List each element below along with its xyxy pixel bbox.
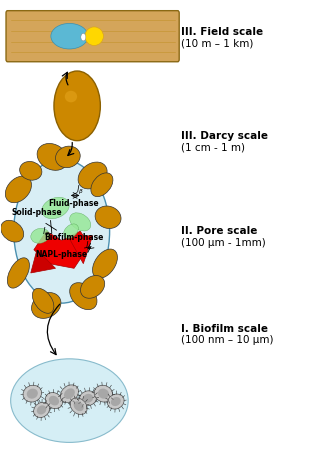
Circle shape — [54, 71, 100, 141]
Circle shape — [81, 34, 86, 41]
Ellipse shape — [80, 276, 105, 298]
Ellipse shape — [74, 401, 84, 411]
Text: III. Field scale: III. Field scale — [181, 27, 263, 36]
Text: II. Pore scale: II. Pore scale — [181, 226, 257, 236]
Ellipse shape — [1, 220, 24, 242]
Text: Biofilm-phase: Biofilm-phase — [44, 233, 104, 242]
Ellipse shape — [60, 385, 79, 403]
Text: (10 m – 1 km): (10 m – 1 km) — [181, 38, 253, 48]
Text: $l_\sigma$: $l_\sigma$ — [42, 226, 51, 238]
Ellipse shape — [37, 405, 46, 415]
Ellipse shape — [23, 385, 41, 402]
Ellipse shape — [56, 146, 80, 168]
Ellipse shape — [70, 283, 97, 310]
Ellipse shape — [32, 288, 54, 313]
Text: I. Biofilm scale: I. Biofilm scale — [181, 324, 268, 333]
Polygon shape — [31, 250, 56, 273]
Text: (100 μm - 1mm): (100 μm - 1mm) — [181, 238, 266, 248]
Ellipse shape — [83, 394, 93, 403]
Ellipse shape — [32, 292, 61, 318]
Polygon shape — [34, 231, 90, 269]
Text: $l_\gamma$: $l_\gamma$ — [85, 240, 94, 253]
Ellipse shape — [37, 143, 68, 170]
Ellipse shape — [42, 197, 69, 219]
Ellipse shape — [64, 224, 78, 239]
Ellipse shape — [31, 228, 49, 243]
Polygon shape — [68, 236, 93, 264]
Text: (100 nm – 10 μm): (100 nm – 10 μm) — [181, 335, 273, 345]
Ellipse shape — [64, 389, 75, 399]
Ellipse shape — [111, 397, 121, 406]
Ellipse shape — [85, 27, 104, 45]
Ellipse shape — [98, 389, 109, 399]
Text: III. Darcy scale: III. Darcy scale — [181, 131, 268, 141]
Ellipse shape — [49, 396, 59, 405]
Text: $l_\beta$: $l_\beta$ — [76, 184, 84, 197]
Ellipse shape — [7, 258, 29, 288]
Ellipse shape — [45, 393, 62, 409]
Ellipse shape — [94, 385, 113, 402]
Ellipse shape — [108, 394, 124, 409]
Ellipse shape — [70, 398, 87, 415]
Ellipse shape — [65, 91, 77, 102]
Text: Solid-phase: Solid-phase — [12, 208, 62, 217]
Ellipse shape — [11, 359, 128, 442]
Ellipse shape — [20, 162, 42, 180]
Ellipse shape — [34, 402, 50, 417]
Text: NAPL-phase: NAPL-phase — [36, 250, 88, 259]
Text: Fluid-phase: Fluid-phase — [49, 199, 99, 208]
FancyBboxPatch shape — [6, 11, 179, 62]
Text: (1 cm - 1 m): (1 cm - 1 m) — [181, 142, 245, 153]
Ellipse shape — [5, 176, 32, 203]
Ellipse shape — [93, 249, 117, 278]
Ellipse shape — [70, 213, 91, 231]
Ellipse shape — [91, 173, 113, 197]
Ellipse shape — [78, 162, 107, 189]
Ellipse shape — [95, 206, 121, 228]
Ellipse shape — [27, 389, 38, 399]
Circle shape — [14, 159, 110, 303]
Ellipse shape — [79, 391, 97, 406]
Ellipse shape — [51, 23, 88, 49]
